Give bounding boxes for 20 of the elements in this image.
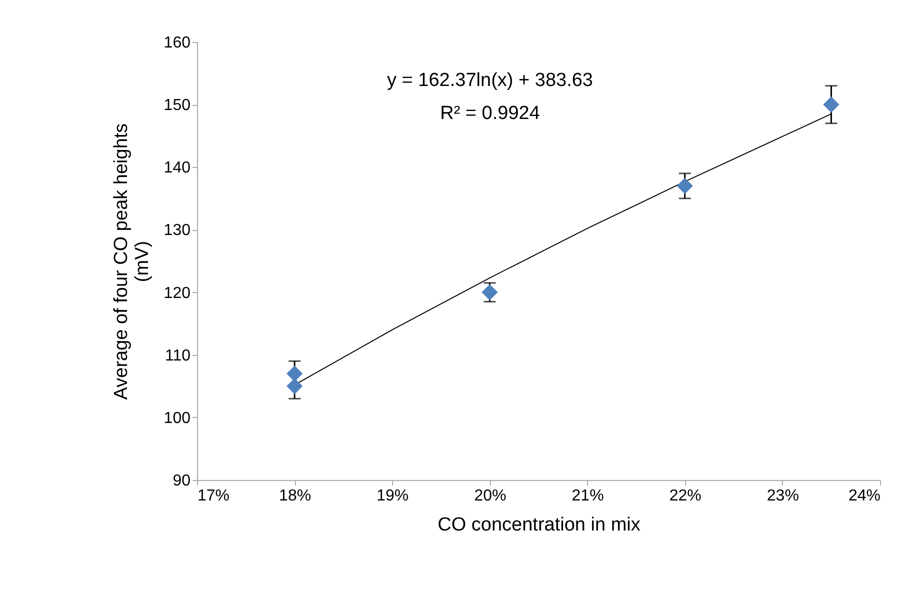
y-axis-title: Average of four CO peak heights (mV) [110,123,153,400]
x-axis-title: CO concentration in mix [438,514,641,536]
x-tick-label: 24% [848,488,880,504]
annotation: R² = 0.9924 [440,103,540,124]
y-tick-label: 90 [172,472,191,490]
y-tick-label: 140 [164,160,191,177]
y-tick-label: 150 [164,97,191,114]
y-tick-label: 160 [164,34,191,52]
x-tick-label: 17% [198,488,230,504]
x-tick-label: 20% [474,488,506,504]
y-tick-label: 110 [164,347,191,364]
y-tick-label: 130 [164,222,191,240]
x-tick-label: 22% [669,488,702,504]
annotation: y = 162.37ln(x) + 383.63 [387,70,593,91]
x-tick-label: 23% [766,488,799,504]
x-tick-label: 18% [279,488,312,504]
y-tick-label: 120 [164,284,191,302]
x-tick-label: 19% [376,488,409,504]
x-tick-label: 21% [572,488,604,504]
y-tick-label: 100 [164,410,191,427]
